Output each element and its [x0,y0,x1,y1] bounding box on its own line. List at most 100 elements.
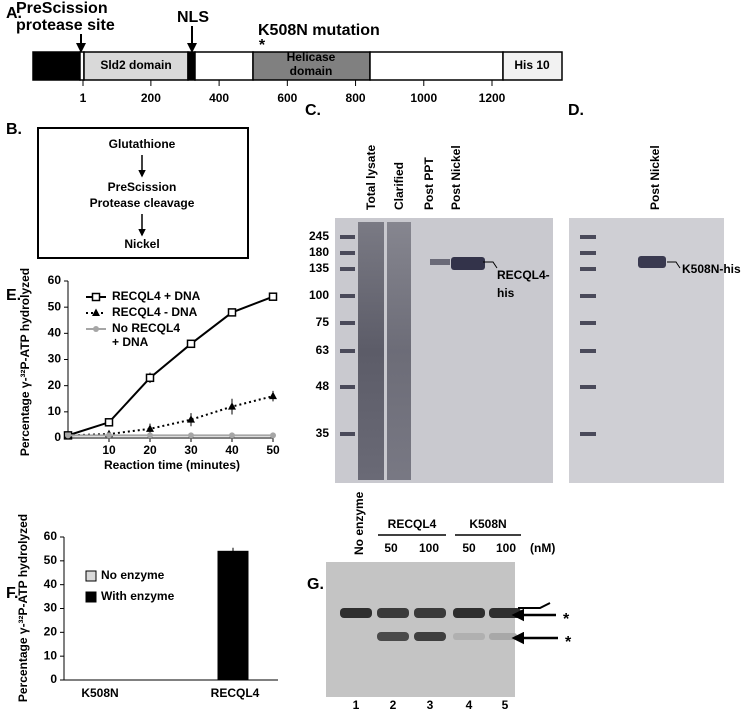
panel-label: C. [305,102,321,119]
overhang [518,602,551,609]
asterisk: * [563,611,570,628]
band-pointer [483,261,498,269]
series-line [67,395,274,437]
ladder-band [580,235,596,239]
band-label: RECQL4-his [497,268,550,300]
legend-marker [93,326,99,332]
point [229,432,235,439]
x-tick-label: RECQL4 [211,686,260,700]
group-label: K508N [469,517,506,531]
point [145,373,155,383]
concentration: 50 [462,541,476,555]
band [430,259,450,265]
band [451,257,485,270]
concentration: 50 [384,541,398,555]
legend-marker [91,292,101,302]
unit: (nM) [530,541,555,555]
ladder-band [580,251,596,255]
x-tick-label: K508N [81,686,118,700]
ladder-band [340,321,355,325]
panel-label: E. [6,287,21,304]
panel-label: D. [568,102,584,119]
x-tick-label: 30 [184,443,198,457]
x-tick-label: 20 [143,443,157,457]
y-tick-label: 0 [54,430,61,444]
mutation-asterisk: * [259,37,266,54]
position-label: 1200 [479,91,506,105]
marker-label: 48 [316,379,330,393]
marker-label: 245 [309,229,329,243]
ladder-band [340,294,355,298]
ladder-band [340,385,355,389]
panel-label: B. [6,121,22,138]
lane-label: Total lysate [364,145,378,210]
legend-label: RECQL4 - DNA [112,305,198,319]
step: Nickel [124,237,159,251]
gel-g-bands [340,608,521,641]
gel-g [326,562,515,697]
point [228,402,236,410]
step: Glutathione [109,137,176,151]
legend-label: No enzyme [101,568,165,582]
marker-label: 75 [316,315,330,329]
position-label: 1 [80,91,87,105]
y-tick-label: 30 [44,601,58,615]
y-tick-label: 50 [48,299,62,313]
ladder-band [340,349,355,353]
point [106,432,112,439]
y-tick-label: 20 [48,378,62,392]
legend-label: RECQL4 + DNA [112,289,201,303]
ladder-band [340,251,355,255]
lysate-smear [358,222,384,480]
domain-box [187,51,196,81]
x-tick-label: 50 [266,443,280,457]
lane-label: Post Nickel [648,145,662,210]
group-label: RECQL4 [388,517,437,531]
legend-label: With enzyme [101,589,175,603]
legend-swatch [85,570,97,582]
point [147,432,153,439]
x-tick-label: 40 [225,443,239,457]
y-tick-label: 50 [44,553,58,567]
position-label: 200 [141,91,161,105]
y-tick-label: 20 [44,625,58,639]
panel-label: A. [6,5,22,22]
x-axis-label: Reaction time (minutes) [104,458,240,472]
ladder-band [580,321,596,325]
position-label: 1000 [410,91,437,105]
lane-number: 2 [390,698,397,712]
series-line [67,295,274,437]
y-tick-label: 0 [50,672,57,686]
mutation-label: K508N mutation [258,22,380,39]
ladder-band [340,235,355,239]
lane-label: No enzyme [352,491,366,555]
nls-label: NLS [177,9,209,26]
flow-box [37,127,249,259]
ladder-band [580,349,596,353]
legend-label: No RECQL4 + DNA [112,321,180,349]
marker-label: 35 [316,426,330,440]
band-label: K508N-his [682,262,741,276]
ladder-band [340,267,355,271]
domain-box [83,51,189,81]
domain-label: Sld2 domain [100,58,171,72]
legend-marker [92,308,100,316]
panel-label: F. [6,585,18,602]
legend-swatch [85,591,97,603]
y-tick-label: 60 [44,529,58,543]
point [270,432,276,439]
ladder-band [580,294,596,298]
lane-label: Post Nickel [449,145,463,210]
band [638,256,666,268]
lane-number: 4 [466,698,473,712]
band-pointer [667,261,681,269]
point [186,339,196,349]
point [188,432,194,439]
y-tick-label: 40 [44,577,58,591]
ladder-band [580,432,596,436]
marker-label: 63 [316,343,330,357]
marker-label: 180 [309,245,329,259]
domain-box [369,51,504,81]
y-tick-label: 30 [48,352,62,366]
